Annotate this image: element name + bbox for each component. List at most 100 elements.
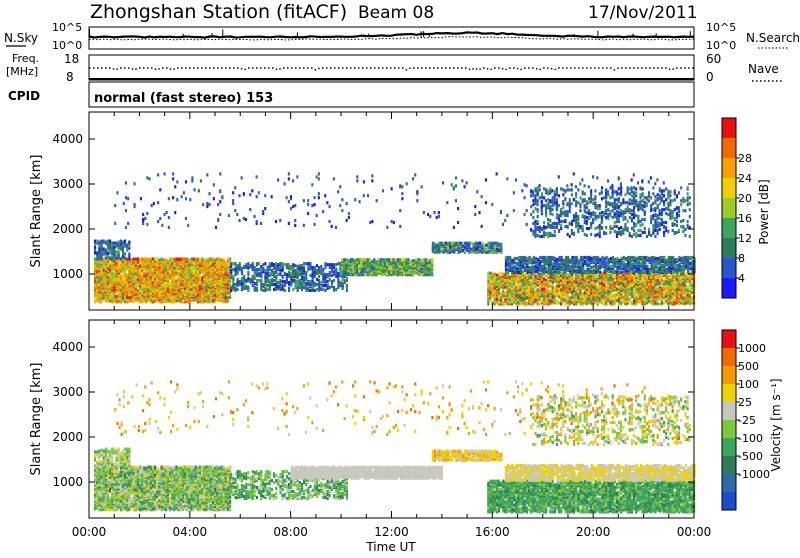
heatmap-cell bbox=[489, 278, 491, 281]
heatmap-cell bbox=[214, 259, 216, 262]
heatmap-cell bbox=[629, 297, 631, 300]
heatmap-cell bbox=[148, 261, 150, 264]
heatmap-cell bbox=[118, 241, 120, 244]
heatmap-cell bbox=[418, 258, 420, 261]
heatmap-cell bbox=[618, 299, 620, 302]
heatmap-cell bbox=[603, 292, 605, 295]
heatmap-cell bbox=[470, 248, 472, 251]
heatmap-cell bbox=[182, 258, 184, 261]
heatmap-cell bbox=[490, 242, 492, 245]
heatmap-cell bbox=[131, 259, 133, 262]
heatmap-cell bbox=[297, 269, 299, 272]
heatmap-cell bbox=[337, 262, 339, 265]
heatmap-cell bbox=[558, 274, 560, 277]
heatmap-cell bbox=[221, 259, 223, 262]
heatmap-cell bbox=[322, 271, 324, 274]
heatmap-cell bbox=[271, 272, 273, 275]
heatmap-cell bbox=[562, 286, 564, 289]
heatmap-cell bbox=[137, 273, 139, 276]
heatmap-cell bbox=[346, 289, 348, 292]
heatmap-cell bbox=[94, 276, 96, 279]
heatmap-cell bbox=[487, 272, 489, 275]
heatmap-cell bbox=[494, 287, 496, 290]
heatmap-cell bbox=[191, 275, 193, 278]
heatmap-cell bbox=[178, 299, 180, 302]
heatmap-cell bbox=[584, 276, 586, 279]
heatmap-cell bbox=[254, 273, 256, 276]
heatmap-cell bbox=[597, 275, 599, 278]
heatmap-cell bbox=[397, 258, 399, 261]
heatmap-cell bbox=[597, 297, 599, 300]
heatmap-cell bbox=[597, 278, 599, 281]
heatmap-cell bbox=[335, 273, 337, 276]
heatmap-cell bbox=[460, 242, 462, 245]
heatmap-cell bbox=[388, 258, 390, 261]
heatmap-cell bbox=[232, 268, 234, 271]
heatmap-cell bbox=[363, 270, 365, 273]
heatmap-cell bbox=[297, 286, 299, 289]
heatmap-cell bbox=[631, 274, 633, 277]
heatmap-cell bbox=[141, 292, 143, 295]
heatmap-cell bbox=[290, 268, 292, 271]
heatmap-cell bbox=[267, 288, 269, 291]
heatmap-cell bbox=[584, 300, 586, 303]
heatmap-cell bbox=[109, 294, 111, 297]
heatmap-cell bbox=[603, 281, 605, 284]
heatmap-cell bbox=[290, 280, 292, 283]
heatmap-cell bbox=[101, 240, 103, 243]
heatmap-cell bbox=[447, 242, 449, 245]
heatmap-cell bbox=[603, 301, 605, 304]
heatmap-cell bbox=[314, 282, 316, 285]
heatmap-cell bbox=[229, 281, 231, 284]
heatmap-cell bbox=[577, 283, 579, 286]
heatmap-cell bbox=[333, 279, 335, 282]
heatmap-cell bbox=[537, 296, 539, 299]
heatmap-cell bbox=[292, 263, 294, 266]
heatmap-cell bbox=[341, 272, 343, 275]
heatmap-cell bbox=[188, 264, 190, 267]
heatmap-cell bbox=[288, 281, 290, 284]
heatmap-cell bbox=[184, 269, 186, 272]
heatmap-cell bbox=[500, 276, 502, 279]
heatmap-cell bbox=[294, 269, 296, 272]
nave-line bbox=[89, 68, 694, 70]
heatmap-cell bbox=[517, 293, 519, 296]
station-title: Zhongshan Station (fitACF) bbox=[90, 1, 347, 23]
heatmap-cell bbox=[235, 287, 237, 290]
heatmap-cell bbox=[105, 256, 107, 259]
heatmap-cell bbox=[303, 269, 305, 272]
heatmap-cell bbox=[299, 279, 301, 282]
heatmap-cell bbox=[275, 275, 277, 278]
heatmap-cell bbox=[358, 258, 360, 261]
heatmap-cell bbox=[517, 276, 519, 279]
heatmap-cell bbox=[322, 284, 324, 287]
heatmap-cell bbox=[260, 285, 262, 288]
heatmap-cell bbox=[180, 297, 182, 300]
heatmap-cell bbox=[239, 280, 241, 283]
heatmap-cell bbox=[494, 273, 496, 276]
heatmap-cell bbox=[592, 277, 594, 280]
heatmap-cell bbox=[567, 299, 569, 302]
heatmap-cell bbox=[252, 262, 254, 265]
heatmap-cell bbox=[545, 283, 547, 286]
heatmap-cell bbox=[96, 251, 98, 254]
heatmap-cell bbox=[128, 252, 130, 255]
heatmap-cell bbox=[571, 287, 573, 290]
heatmap-cell bbox=[453, 242, 455, 245]
heatmap-cell bbox=[262, 263, 264, 266]
heatmap-cell bbox=[511, 281, 513, 284]
heatmap-cell bbox=[329, 286, 331, 289]
heatmap-cell bbox=[522, 296, 524, 299]
heatmap-cell bbox=[609, 274, 611, 277]
heatmap-cell bbox=[309, 289, 311, 292]
heatmap-cell bbox=[235, 273, 237, 276]
heatmap-cell bbox=[235, 283, 237, 286]
heatmap-cell bbox=[363, 258, 365, 261]
heatmap-cell bbox=[146, 264, 148, 267]
heatmap-cell bbox=[335, 288, 337, 291]
heatmap-cell bbox=[267, 266, 269, 269]
heatmap-cell bbox=[229, 258, 231, 261]
heatmap-cell bbox=[143, 295, 145, 298]
heatmap-cell bbox=[545, 279, 547, 282]
heatmap-cell bbox=[309, 285, 311, 288]
